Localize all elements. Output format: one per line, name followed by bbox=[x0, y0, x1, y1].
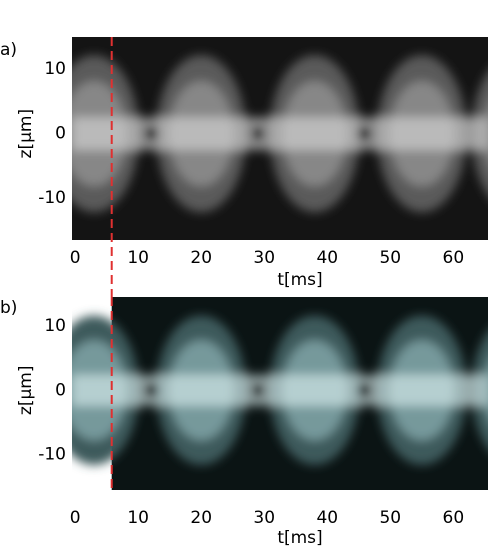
x-tick-label: 10 bbox=[127, 248, 149, 268]
node bbox=[358, 124, 373, 143]
node bbox=[250, 381, 265, 400]
image-content bbox=[72, 315, 488, 465]
image-content bbox=[72, 55, 488, 213]
x-tick-label: 50 bbox=[379, 508, 401, 528]
x-tick-label: 60 bbox=[443, 248, 465, 268]
y-axis-label: z[µm] bbox=[16, 109, 36, 159]
x-tick-label: 40 bbox=[316, 248, 338, 268]
x-tick-label: 0 bbox=[70, 248, 81, 268]
panel-label: a) bbox=[0, 40, 17, 60]
y-tick-label: -10 bbox=[38, 445, 66, 465]
panel-label: b) bbox=[0, 298, 17, 318]
image-panel bbox=[72, 297, 488, 490]
x-tick-label: 30 bbox=[253, 248, 275, 268]
x-tick-label: 0 bbox=[70, 508, 81, 528]
x-axis-label: t[ms] bbox=[277, 528, 322, 548]
y-axis-label: z[µm] bbox=[16, 365, 36, 415]
core bbox=[72, 117, 488, 151]
x-axis-label: t[ms] bbox=[277, 270, 322, 290]
y-tick-label: -10 bbox=[38, 188, 66, 208]
x-tick-label: 20 bbox=[190, 508, 212, 528]
image-panel bbox=[72, 37, 488, 240]
y-tick-label: 0 bbox=[55, 124, 66, 144]
y-tick-label: 10 bbox=[44, 316, 66, 336]
y-tick-label: 10 bbox=[44, 59, 66, 79]
core bbox=[72, 374, 488, 406]
x-tick-label: 20 bbox=[190, 248, 212, 268]
node bbox=[143, 124, 158, 143]
x-tick-label: 10 bbox=[127, 508, 149, 528]
node bbox=[250, 124, 265, 143]
y-tick-label: 0 bbox=[55, 380, 66, 400]
x-tick-label: 60 bbox=[443, 508, 465, 528]
node bbox=[143, 381, 158, 400]
x-tick-label: 50 bbox=[379, 248, 401, 268]
node bbox=[358, 381, 373, 400]
x-tick-label: 30 bbox=[253, 508, 275, 528]
x-tick-label: 40 bbox=[316, 508, 338, 528]
